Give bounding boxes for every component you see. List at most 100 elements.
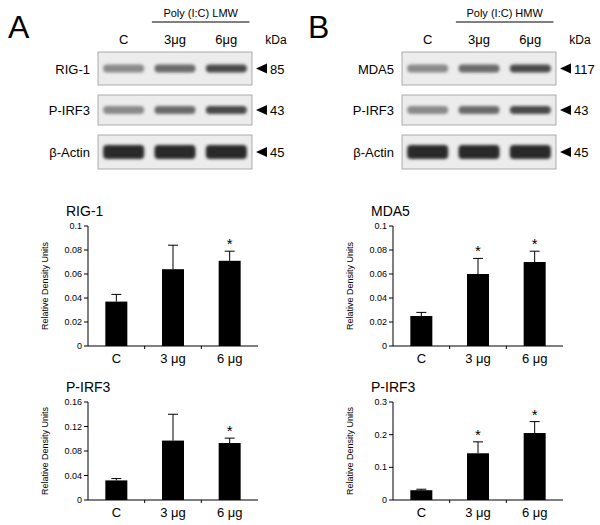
y-tick-label: 0.04	[64, 293, 82, 303]
y-axis-label: Relative Density Units	[345, 241, 355, 330]
y-tick	[84, 322, 88, 323]
y-tick-label: 0.1	[374, 221, 387, 231]
lane-label: C	[119, 32, 128, 47]
blot-band	[206, 106, 247, 114]
category-label: 6 μg	[522, 505, 548, 520]
blot-band	[103, 145, 144, 159]
blot-strip	[98, 52, 252, 85]
y-tick	[389, 500, 393, 501]
kda-value: 43	[270, 103, 284, 118]
bar	[105, 480, 127, 500]
significance-star: *	[227, 235, 233, 252]
y-axis-label: Relative Density Units	[345, 406, 355, 495]
x-tick	[201, 500, 202, 503]
y-tick-label: 0.04	[64, 471, 82, 481]
blot-band	[154, 106, 195, 114]
significance-star: *	[227, 422, 233, 439]
bar	[410, 490, 432, 500]
kda-header: kDa	[265, 33, 287, 47]
kda-value: 43	[574, 103, 588, 118]
y-tick	[389, 298, 393, 299]
category-label: 6 μg	[217, 351, 243, 366]
lane-label: C	[423, 32, 432, 47]
bar	[219, 261, 241, 346]
chart-title: P-IRF3	[371, 379, 416, 395]
y-tick-label: 0.1	[69, 221, 82, 231]
y-axis	[393, 402, 394, 500]
protein-label: RIG-1	[55, 62, 90, 77]
y-tick-label: 0.12	[64, 422, 82, 432]
blot-band	[154, 65, 195, 73]
significance-star: *	[475, 426, 481, 443]
panel-letter: A	[8, 9, 30, 45]
error-bar	[111, 294, 121, 301]
y-tick	[389, 467, 393, 468]
blot-band	[103, 106, 144, 114]
category-label: C	[417, 351, 426, 366]
band-arrow	[256, 105, 267, 115]
x-tick	[506, 346, 507, 349]
y-tick-label: 0.16	[64, 397, 82, 407]
lane-label: 6μg	[215, 32, 237, 47]
error-bar	[473, 258, 483, 274]
y-tick-label: 0.02	[369, 317, 387, 327]
blot-strip	[98, 135, 252, 169]
lane-label: 6μg	[519, 32, 541, 47]
x-tick	[144, 346, 145, 349]
band-arrow	[560, 147, 571, 157]
y-tick	[84, 346, 88, 347]
y-tick	[84, 274, 88, 275]
blot-band	[206, 65, 247, 73]
bar	[524, 262, 546, 346]
y-tick-label: 0.3	[374, 397, 387, 407]
treatment-label: Poly (I:C) HMW	[466, 7, 543, 19]
bar-chart: P-IRF3Relative Density Units00.10.20.3C3…	[345, 379, 563, 520]
x-tick	[506, 500, 507, 503]
error-bar	[111, 479, 121, 481]
category-label: 3 μg	[465, 505, 491, 520]
x-tick	[449, 500, 450, 503]
category-label: 6 μg	[217, 505, 243, 520]
category-label: 3 μg	[160, 351, 186, 366]
error-bar	[473, 442, 483, 453]
category-label: C	[417, 505, 426, 520]
category-label: 6 μg	[522, 351, 548, 366]
y-axis-label: Relative Density Units	[40, 406, 50, 495]
bar-chart: MDA5Relative Density Units00.020.040.060…	[345, 203, 563, 366]
y-tick-label: 0.04	[369, 293, 387, 303]
blot-band	[458, 145, 499, 159]
bars	[410, 422, 545, 500]
bar	[410, 316, 432, 346]
error-bar	[416, 312, 426, 316]
protein-label: β-Actin	[49, 145, 90, 160]
y-tick-label: 0.08	[64, 446, 82, 456]
significance-star: *	[532, 235, 538, 252]
y-tick	[84, 250, 88, 251]
y-tick-label: 0	[382, 341, 387, 351]
y-tick	[389, 226, 393, 227]
protein-label: P-IRF3	[49, 103, 90, 118]
protein-label: P-IRF3	[353, 103, 394, 118]
error-bar	[225, 251, 235, 261]
error-bar	[168, 245, 178, 269]
y-tick-label: 0.08	[369, 245, 387, 255]
blot-band	[206, 145, 247, 159]
y-tick	[84, 500, 88, 501]
blot-band	[510, 106, 551, 114]
panel-letter: B	[308, 9, 329, 45]
blot-band	[510, 65, 551, 73]
y-tick-label: 0.2	[374, 430, 387, 440]
significance-star: *	[532, 406, 538, 423]
bar-chart: RIG-1Relative Density Units00.020.040.06…	[40, 203, 258, 366]
kda-header: kDa	[569, 33, 591, 47]
bar	[105, 302, 127, 346]
chart-title: P-IRF3	[66, 379, 111, 395]
blot-band	[407, 106, 448, 114]
y-tick	[389, 402, 393, 403]
bar	[162, 441, 184, 500]
y-tick-label: 0.1	[374, 462, 387, 472]
blot-band	[154, 145, 195, 159]
y-tick-label: 0.06	[64, 269, 82, 279]
bar	[219, 443, 241, 500]
category-label: C	[112, 351, 121, 366]
